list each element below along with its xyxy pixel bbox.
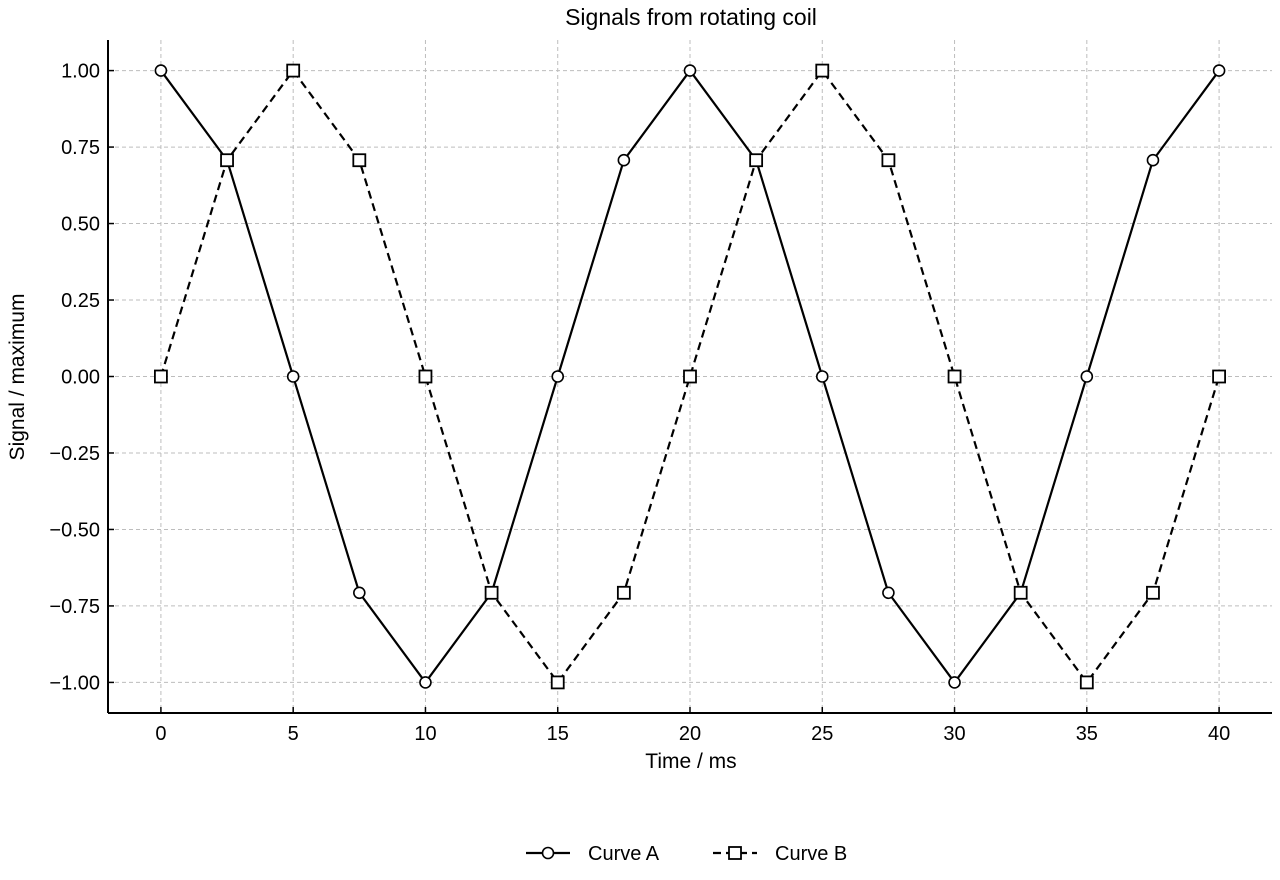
y-tick-label: 0.00 <box>61 367 100 389</box>
data-point-curve-b <box>881 153 896 168</box>
grid <box>108 40 1272 713</box>
data-point-curve-b <box>616 585 631 600</box>
data-point-curve-b <box>1079 675 1094 690</box>
data-point-curve-a <box>353 586 366 600</box>
x-tick-label: 35 <box>1076 723 1098 745</box>
data-point-curve-b <box>815 63 830 78</box>
y-tick-label: −0.75 <box>49 596 100 618</box>
legend-label-curve-a: Curve A <box>588 843 660 865</box>
series-line-curve-b <box>159 69 1221 684</box>
x-tick-label: 20 <box>679 723 701 745</box>
series-curve-b <box>154 63 1226 690</box>
y-tick-label: 0.25 <box>61 290 100 312</box>
data-point-curve-a <box>551 370 565 383</box>
y-tick-label: 0.75 <box>61 137 100 159</box>
data-point-curve-a <box>286 370 300 383</box>
x-tick-label: 15 <box>547 723 569 745</box>
legend-label-curve-b: Curve B <box>775 843 847 865</box>
series <box>154 63 1226 690</box>
legend-item-curve-b: Curve B <box>713 843 847 865</box>
data-point-curve-b <box>683 369 697 384</box>
data-point-curve-a <box>882 586 895 600</box>
data-point-curve-b <box>550 675 565 690</box>
y-tick-label: 1.00 <box>61 61 100 83</box>
data-point-curve-a <box>1080 370 1094 383</box>
y-tick-label: −0.50 <box>49 519 100 541</box>
x-axis-label: Time / ms <box>645 750 736 773</box>
data-point-curve-a <box>1146 153 1160 167</box>
data-point-curve-b <box>1013 585 1028 600</box>
data-point-curve-b <box>286 63 301 78</box>
data-point-curve-a <box>617 153 631 167</box>
x-tick-label: 10 <box>414 723 436 745</box>
legend: Curve A Curve B <box>526 843 847 865</box>
data-point-curve-b <box>418 369 433 384</box>
data-point-curve-b <box>749 153 764 168</box>
y-tick-label: −0.25 <box>49 443 100 465</box>
data-point-curve-a <box>683 64 697 77</box>
legend-marker-curve-b <box>728 846 742 860</box>
data-point-curve-b <box>1146 585 1160 600</box>
data-point-curve-b <box>352 153 367 168</box>
legend-marker-curve-a <box>541 846 555 860</box>
x-tick-label: 5 <box>288 723 299 745</box>
x-tick-label: 0 <box>155 723 166 745</box>
data-point-curve-b <box>484 585 499 600</box>
data-point-curve-b <box>154 369 168 384</box>
data-point-curve-b <box>947 369 962 384</box>
legend-item-curve-a: Curve A <box>526 843 660 865</box>
data-point-curve-a <box>154 64 168 77</box>
data-point-curve-b <box>1212 369 1226 384</box>
x-tick-label: 30 <box>943 723 965 745</box>
y-tick-label: −1.00 <box>49 672 100 694</box>
data-point-curve-a <box>815 370 829 383</box>
x-tick-label: 25 <box>811 723 833 745</box>
x-tick-label: 40 <box>1208 723 1230 745</box>
data-point-curve-a <box>948 676 961 689</box>
y-axis-label: Signal / maximum <box>6 294 29 461</box>
ticks: 0 5 10 15 20 25 30 35 40 1.00 0.75 0.50 0.25 0.00 −0.2… <box>49 61 1230 745</box>
data-point-curve-b <box>220 153 234 168</box>
y-tick-label: 0.50 <box>61 214 100 236</box>
data-point-curve-a <box>1212 64 1226 77</box>
data-point-curve-a <box>419 676 432 689</box>
chart-title: Signals from rotating coil <box>565 4 817 30</box>
